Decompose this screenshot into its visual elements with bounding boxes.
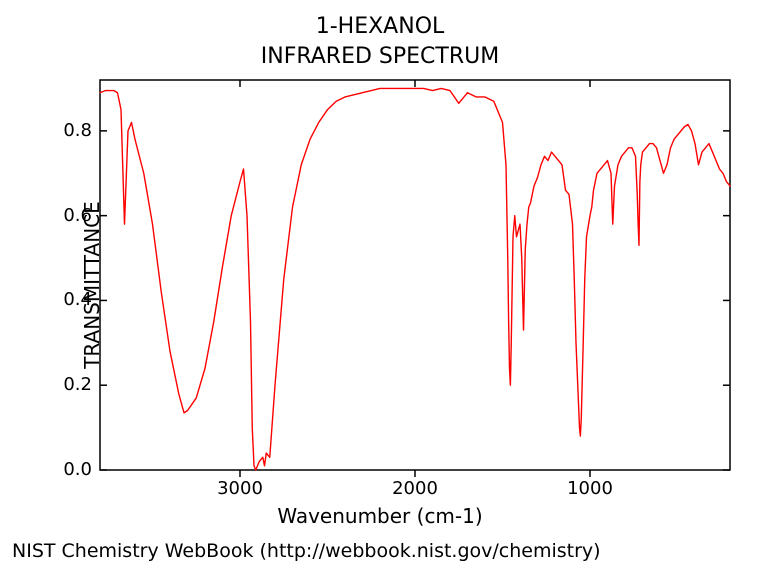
y-tick-label: 0.6 xyxy=(63,205,92,226)
y-tick-label: 0.2 xyxy=(63,374,92,395)
ir-spectrum-chart: 1-HEXANOL INFRARED SPECTRUM TRANSMITTANC… xyxy=(0,0,760,570)
spectrum-line xyxy=(100,88,730,470)
x-tick-label: 1000 xyxy=(565,478,615,499)
plot-border xyxy=(100,80,730,470)
x-tick-label: 2000 xyxy=(390,478,440,499)
y-tick-label: 0.8 xyxy=(63,120,92,141)
x-tick-label: 3000 xyxy=(215,478,265,499)
y-tick-label: 0.0 xyxy=(63,459,92,480)
plot-svg xyxy=(0,0,760,570)
y-tick-label: 0.4 xyxy=(63,289,92,310)
